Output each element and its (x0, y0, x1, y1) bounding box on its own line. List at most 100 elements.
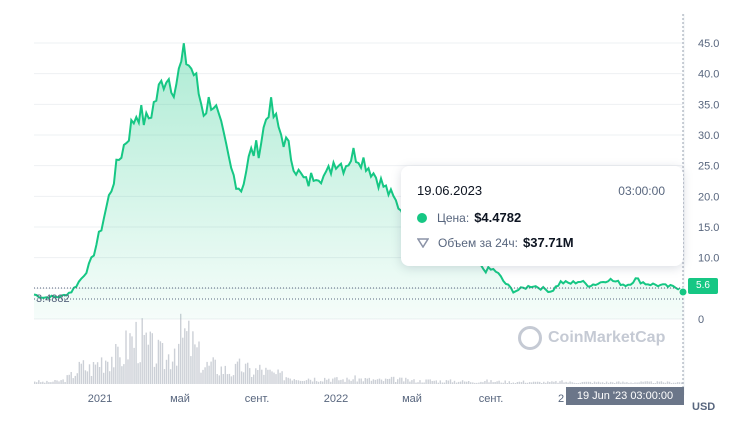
volume-bar (261, 369, 263, 384)
volume-bar (662, 382, 665, 384)
volume-bar (678, 382, 681, 384)
volume-bar (42, 381, 44, 384)
volume-bar (334, 377, 336, 384)
volume-bar (587, 381, 590, 384)
volume-bar (176, 365, 178, 384)
volume-bar (401, 377, 403, 384)
volume-bar (366, 378, 368, 384)
volume-bar (186, 331, 188, 384)
volume-bar (34, 381, 36, 384)
volume-bar (96, 362, 99, 384)
volume-bar (490, 380, 492, 384)
volume-bar (289, 378, 291, 384)
volume-bar (630, 382, 632, 384)
volume-bar (670, 383, 673, 384)
volume-bar (322, 381, 324, 384)
volume-bar (354, 375, 356, 384)
volume-bar (464, 381, 466, 384)
volume-bar (157, 339, 160, 384)
volume-bar (64, 382, 66, 384)
volume-bar (429, 379, 431, 384)
volume-bar (457, 381, 460, 384)
volume-bar (44, 382, 46, 384)
volume-bar (437, 382, 439, 384)
volume-bar (72, 378, 74, 384)
volume-bar (526, 382, 529, 384)
volume-bar (123, 364, 125, 384)
volume-bar (390, 376, 393, 384)
volume-bar (117, 346, 119, 384)
volume-bar (293, 379, 295, 384)
x-axis: 2021 май сент. 2022 май сент. 2 (88, 393, 564, 405)
volume-bar (208, 365, 210, 384)
volume-bar (364, 378, 366, 384)
volume-bar (330, 381, 332, 384)
volume-bar (608, 382, 610, 384)
volume-bar (461, 380, 464, 384)
volume-bar (616, 381, 618, 384)
volume-bar (431, 381, 433, 384)
price-label: Цена: (437, 210, 470, 225)
volume-bar (92, 362, 95, 384)
volume-bar (287, 377, 289, 384)
volume-bar (648, 381, 650, 384)
volume-bar (153, 366, 156, 384)
volume-bar (251, 377, 253, 384)
volume-bar (496, 381, 498, 384)
volume-bar (395, 382, 397, 384)
volume-bar (299, 380, 302, 384)
volume-bar (161, 343, 164, 384)
x-tick-label: 2022 (324, 393, 348, 405)
volume-bar (567, 382, 569, 384)
volume-bar (378, 378, 381, 384)
volume-bar (666, 381, 669, 384)
volume-bar (165, 359, 168, 384)
volume-bar (654, 383, 656, 384)
volume-bar (192, 331, 194, 384)
volume-bar (151, 333, 153, 384)
volume-bar (520, 382, 523, 384)
volume-bar (222, 374, 224, 384)
volume-bar (265, 367, 267, 384)
volume-bar (275, 374, 277, 384)
volume-bar (320, 381, 322, 384)
volume-bar (342, 379, 344, 384)
volume-bar (423, 382, 425, 384)
volume-bar (107, 361, 109, 384)
currency-label: USD (692, 401, 716, 413)
volume-bar (660, 381, 663, 384)
volume-bar (113, 367, 115, 384)
volume-bar (597, 381, 600, 384)
volume-bar (182, 337, 184, 384)
current-point (678, 287, 688, 297)
volume-bar (618, 381, 620, 384)
volume-bar (212, 357, 214, 384)
volume-bar (545, 382, 547, 384)
volume-bar (370, 380, 373, 384)
volume-bar (664, 382, 667, 384)
volume-bar (595, 382, 598, 384)
volume-bar (668, 381, 671, 384)
volume-bar (380, 379, 383, 384)
volume-bar (60, 380, 62, 384)
volume-bar (159, 341, 162, 384)
volume-bar (238, 358, 241, 384)
volume-bar (524, 382, 527, 384)
volume-bar (474, 382, 476, 384)
volume-bar (281, 371, 283, 384)
volume-bar (88, 364, 91, 384)
volume-bar (54, 380, 56, 384)
volume-bar (488, 382, 490, 384)
volume-bar (214, 359, 216, 384)
volume-bar (411, 380, 413, 384)
volume-bar (58, 381, 60, 384)
volume-bar (642, 381, 644, 384)
volume-bar (247, 362, 249, 384)
volume-bar (190, 356, 192, 384)
volume-bar (579, 382, 581, 384)
volume-bar (216, 374, 218, 384)
volume-bar (62, 379, 64, 384)
volume-bar (50, 382, 52, 384)
volume-bar (543, 381, 545, 384)
volume-bar (230, 376, 233, 384)
